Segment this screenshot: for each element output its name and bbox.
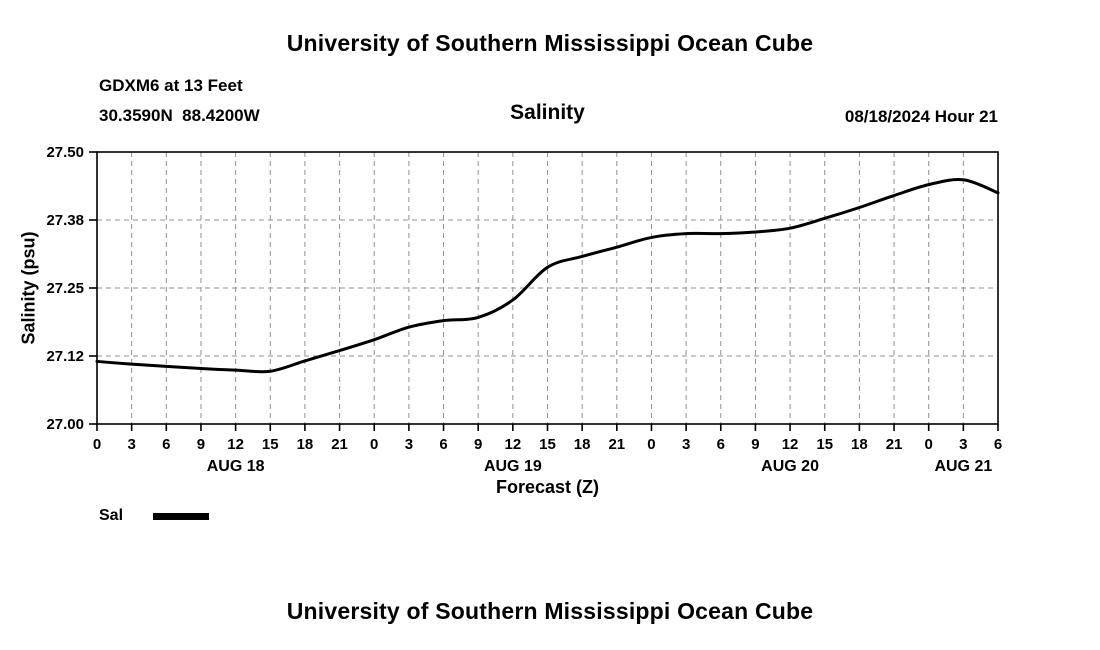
legend: Sal: [99, 507, 210, 525]
x-tick-label: 18: [574, 436, 591, 453]
y-tick-label: 27.12: [46, 348, 84, 365]
x-axis-label: Forecast (Z): [495, 477, 600, 497]
x-tick-label: 3: [682, 436, 690, 453]
x-tick-label: 3: [405, 436, 413, 453]
x-tick-label: 12: [227, 436, 244, 453]
x-tick-label: 21: [608, 436, 625, 453]
x-tick-label: 21: [331, 436, 348, 453]
legend-line-swatch: [153, 512, 210, 520]
legend-label: Sal: [99, 507, 124, 524]
x-tick-label: 6: [439, 436, 447, 453]
x-tick-label: 18: [297, 436, 314, 453]
x-tick-label: 3: [127, 436, 135, 453]
page-title: University of Southern Mississippi Ocean…: [286, 30, 814, 56]
x-tick-label: 12: [782, 436, 799, 453]
y-tick-label: 27.00: [46, 416, 84, 433]
x-tick-label: 9: [751, 436, 759, 453]
station-coordinates: 30.3590N 88.4200W: [99, 106, 260, 125]
day-label: AUG 18: [207, 458, 265, 475]
x-tick-label: 15: [262, 436, 279, 453]
forecast-timestamp: 08/18/2024 Hour 21: [844, 107, 998, 126]
x-tick-label: 3: [959, 436, 967, 453]
y-tick-label: 27.38: [46, 212, 84, 229]
x-tick-label: 0: [647, 436, 655, 453]
station-label: GDXM6 at 13 Feet: [99, 76, 243, 95]
footer-title: University of Southern Mississippi Ocean…: [286, 598, 814, 624]
x-tick-label: 9: [474, 436, 482, 453]
day-label: AUG 19: [484, 458, 542, 475]
x-tick-label: 18: [851, 436, 868, 453]
x-tick-label: 15: [539, 436, 556, 453]
x-tick-label: 0: [925, 436, 933, 453]
x-tick-label: 0: [93, 436, 101, 453]
x-tick-label: 0: [370, 436, 378, 453]
x-tick-label: 6: [162, 436, 170, 453]
chart-title: Salinity: [510, 101, 585, 124]
x-tick-label: 15: [816, 436, 833, 453]
x-tick-label: 6: [717, 436, 725, 453]
day-label: AUG 20: [761, 458, 819, 475]
x-tick-label: 9: [197, 436, 205, 453]
series-line-sal: [95, 177, 1000, 374]
x-tick-label: 6: [994, 436, 1002, 453]
x-tick-label: 12: [505, 436, 522, 453]
y-tick-label: 27.50: [46, 144, 84, 161]
x-tick-label: 21: [886, 436, 903, 453]
y-tick-label: 27.25: [46, 280, 84, 297]
day-label: AUG 21: [934, 458, 992, 475]
